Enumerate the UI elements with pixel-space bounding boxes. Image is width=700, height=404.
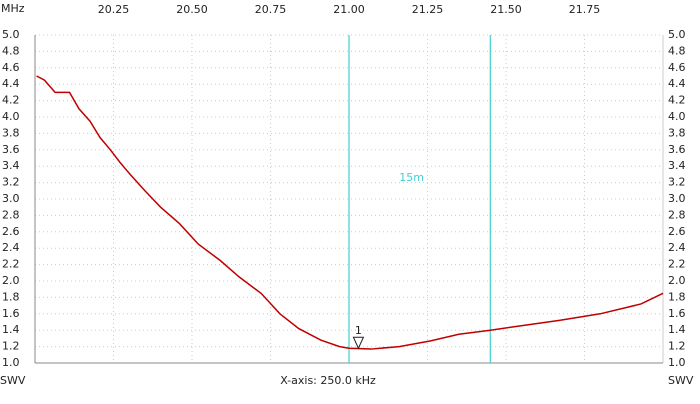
y-tick-label: 2.0 — [2, 274, 20, 287]
y-tick-label: 1.8 — [2, 290, 20, 303]
y-tick-label: 2.6 — [2, 225, 20, 238]
y-tick-label-right: 3.0 — [668, 192, 686, 205]
y-tick-label: 1.2 — [2, 340, 20, 353]
y-tick-label: 3.4 — [2, 159, 20, 172]
y-tick-label: 3.0 — [2, 192, 20, 205]
y-tick-label: 1.4 — [2, 323, 20, 336]
y-tick-label: 3.2 — [2, 176, 20, 189]
y-tick-label-right: 3.4 — [668, 159, 686, 172]
y-tick-label: 3.8 — [2, 126, 20, 139]
marker — [352, 336, 365, 350]
marker-label: 1 — [355, 324, 362, 337]
y-tick-label-right: 2.2 — [668, 258, 686, 271]
y-tick-label: 2.4 — [2, 241, 20, 254]
y-tick-label: 1.0 — [2, 356, 20, 369]
y-tick-label-right: 1.2 — [668, 340, 686, 353]
y-tick-label-right: 1.4 — [668, 323, 686, 336]
y-tick-label-right: 2.6 — [668, 225, 686, 238]
y-tick-label: 1.6 — [2, 307, 20, 320]
y-tick-label-right: 4.6 — [668, 61, 686, 74]
x-tick-label: 20.50 — [176, 3, 208, 16]
y-tick-label: 4.4 — [2, 77, 20, 90]
y-tick-label-right: 1.0 — [668, 356, 686, 369]
y-tick-label: 2.2 — [2, 258, 20, 271]
y-tick-label-right: 1.6 — [668, 307, 686, 320]
x-tick-label: 21.25 — [412, 3, 444, 16]
y-tick-label: 2.8 — [2, 208, 20, 221]
y-tick-label-right: 4.8 — [668, 44, 686, 57]
x-tick-label: 21.75 — [569, 3, 601, 16]
y-tick-label-right: 4.0 — [668, 110, 686, 123]
y-unit-left: SWV — [0, 374, 26, 387]
x-axis-note: X-axis: 250.0 kHz — [280, 374, 376, 387]
y-tick-label: 3.6 — [2, 143, 20, 156]
y-tick-label: 4.0 — [2, 110, 20, 123]
x-tick-label: 20.25 — [98, 3, 130, 16]
y-tick-label: 4.8 — [2, 44, 20, 57]
y-tick-label-right: 5.0 — [668, 28, 686, 41]
swr-line — [36, 75, 664, 350]
y-tick-label-right: 2.0 — [668, 274, 686, 287]
y-tick-label-right: 3.8 — [668, 126, 686, 139]
band-label: 15m — [399, 171, 424, 184]
x-tick-label: 21.00 — [333, 3, 365, 16]
y-tick-label-right: 2.8 — [668, 208, 686, 221]
y-tick-label-right: 3.2 — [668, 176, 686, 189]
y-tick-label: 4.2 — [2, 94, 20, 107]
x-tick-label: 20.75 — [255, 3, 287, 16]
y-tick-label-right: 3.6 — [668, 143, 686, 156]
x-unit: MHz — [1, 2, 25, 15]
y-tick-label-right: 4.4 — [668, 77, 686, 90]
y-tick-label: 5.0 — [2, 28, 20, 41]
y-tick-label-right: 1.8 — [668, 290, 686, 303]
y-unit-right: SWV — [668, 374, 694, 387]
y-tick-label-right: 4.2 — [668, 94, 686, 107]
y-tick-label: 4.6 — [2, 61, 20, 74]
y-tick-label-right: 2.4 — [668, 241, 686, 254]
x-tick-label: 21.50 — [490, 3, 522, 16]
